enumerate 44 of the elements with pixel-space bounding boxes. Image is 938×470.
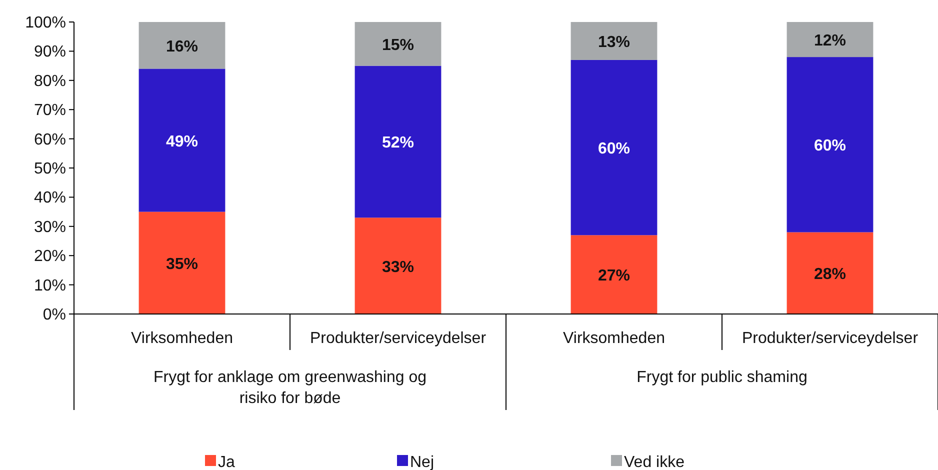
- bar: [354, 22, 442, 66]
- bar: [786, 232, 874, 314]
- y-tick-label: 50%: [34, 160, 66, 178]
- data-label: 27%: [598, 268, 630, 285]
- y-tick-label: 0%: [42, 306, 66, 324]
- data-label: 28%: [814, 266, 846, 284]
- data-label: 33%: [382, 258, 414, 276]
- bar: [354, 66, 442, 218]
- x-tick-label: Virksomheden: [563, 330, 665, 347]
- legend-label: Ja: [218, 454, 235, 470]
- data-label: 12%: [814, 32, 846, 50]
- legend-label: Ved ikke: [624, 454, 685, 470]
- data-label: 35%: [166, 256, 198, 273]
- bar: [138, 212, 226, 314]
- x-tick-label: Produkter/serviceydelser: [310, 330, 487, 347]
- y-tick-label: 90%: [34, 44, 66, 61]
- data-label: 13%: [598, 34, 630, 51]
- bar: [570, 60, 658, 236]
- y-tick-label: 40%: [34, 190, 66, 207]
- legend-label: Nej: [410, 454, 434, 470]
- x-tick-label: Virksomheden: [131, 330, 233, 347]
- bar: [354, 218, 442, 314]
- bar: [138, 22, 226, 69]
- bar: [786, 22, 874, 58]
- bar: [570, 235, 658, 314]
- y-tick-label: 60%: [34, 131, 66, 148]
- y-tick-label: 100%: [25, 14, 66, 32]
- bar: [138, 68, 226, 212]
- y-tick-label: 20%: [34, 248, 66, 266]
- data-label: 16%: [166, 38, 198, 56]
- data-label: 60%: [598, 140, 630, 158]
- data-label: 15%: [382, 36, 414, 54]
- text: Frygt for public shaming: [636, 369, 808, 386]
- data-label: 60%: [814, 138, 846, 155]
- bar: [786, 57, 874, 232]
- data-label: 52%: [382, 134, 414, 152]
- text: Frygt for anklage om greenwashing og risiko for bøde: [153, 369, 427, 407]
- y-tick-label: 80%: [34, 72, 66, 90]
- bar: [570, 22, 658, 60]
- data-label: 49%: [166, 133, 198, 150]
- y-tick-label: 30%: [34, 218, 66, 236]
- y-tick-label: 70%: [34, 102, 66, 120]
- x-tick-label: Produkter/serviceydelser: [742, 330, 919, 347]
- y-tick-label: 10%: [34, 277, 66, 294]
